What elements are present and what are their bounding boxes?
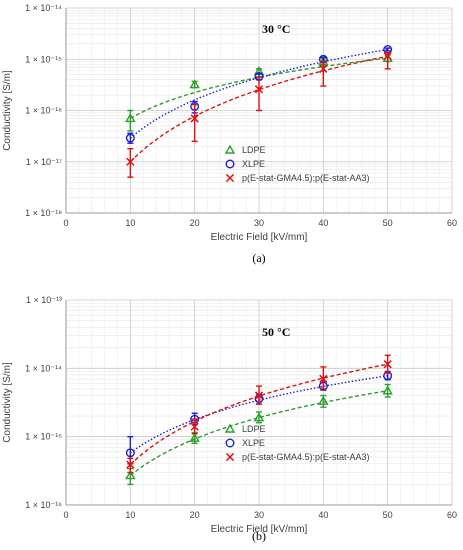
legend-label: p(E-stat-GMA4.5):p(E-stat-AA3) — [242, 452, 370, 462]
data-point-triangle — [253, 412, 265, 422]
x-tick-label: 20 — [190, 218, 200, 228]
x-axis-label: Electric Field [kV/mm] — [211, 524, 308, 535]
legend-marker-x — [225, 452, 235, 462]
data-point-x — [383, 52, 392, 61]
x-tick-label: 30 — [254, 510, 264, 520]
temperature-annotation: 50 °C — [262, 325, 290, 339]
legend-marker-x — [225, 173, 235, 183]
legend-label: LDPE — [242, 145, 266, 155]
x-tick-label: 30 — [254, 218, 264, 228]
data-point-triangle — [125, 470, 136, 480]
x-axis-label: Electric Field [kV/mm] — [211, 232, 308, 243]
legend-label: p(E-stat-GMA4.5):p(E-stat-AA3) — [242, 173, 370, 183]
data-point-circle — [125, 133, 135, 143]
x-tick-label: 50 — [383, 218, 393, 228]
trend-line-x — [129, 363, 388, 466]
data-point-x — [126, 157, 135, 166]
panel-caption: (b) — [252, 529, 266, 543]
trend-line-triangle — [129, 390, 388, 477]
data-point-triangle — [318, 395, 329, 405]
legend-marker-circle — [225, 159, 235, 169]
y-axis-label: Conductivity [S/m] — [2, 70, 13, 151]
legend-label: XLPE — [242, 438, 265, 448]
trend-line-circle — [129, 375, 388, 454]
data-point-triangle — [189, 432, 200, 442]
trend-line-circle — [129, 48, 388, 139]
y-tick-label: 1 × 10⁻¹⁵ — [25, 54, 62, 64]
temperature-annotation: 30 °C — [262, 22, 290, 36]
x-tick-label: 60 — [447, 218, 457, 228]
x-tick-label: 0 — [63, 218, 68, 228]
chart-panel-50c: 1 × 10⁻¹⁶ 1 × 10⁻¹⁵ 1 × 10⁻¹⁴ 1 × 10⁻¹³ 0 10 2… — [2, 295, 457, 543]
x-tick-label: 60 — [447, 510, 457, 520]
y-tick-label: 1 × 10⁻¹³ — [26, 295, 62, 305]
data-point-x — [126, 460, 135, 469]
y-tick-label: 1 × 10⁻¹⁷ — [26, 157, 62, 167]
legend-marker-triangle — [224, 144, 236, 154]
chart-panel-30c: 1 × 10⁻¹⁸ 1 × 10⁻¹⁷ 1 × 10⁻¹⁶ 1 × 10⁻¹⁵ 1 × … — [2, 3, 457, 265]
data-point-triangle — [125, 113, 136, 123]
legend-marker-circle — [225, 438, 235, 448]
legend-label: XLPE — [242, 159, 265, 169]
x-tick-label: 10 — [125, 510, 135, 520]
trend-line-x — [129, 55, 388, 163]
x-tick-label: 40 — [318, 218, 328, 228]
x-tick-label: 20 — [190, 510, 200, 520]
data-point-x — [190, 422, 199, 431]
x-tick-label: 50 — [383, 510, 393, 520]
x-tick-label: 10 — [125, 218, 135, 228]
legend-marker-triangle — [224, 423, 236, 433]
y-tick-label: 1 × 10⁻¹⁶ — [25, 500, 62, 510]
y-tick-label: 1 × 10⁻¹⁴ — [25, 363, 62, 373]
y-tick-label: 1 × 10⁻¹⁵ — [25, 432, 62, 442]
legend-label: LDPE — [242, 424, 266, 434]
data-point-triangle — [382, 385, 393, 395]
panel-caption: (a) — [252, 251, 265, 265]
data-point-x — [190, 114, 199, 123]
x-tick-label: 40 — [318, 510, 328, 520]
x-tick-label: 0 — [63, 510, 68, 520]
data-point-x — [319, 374, 328, 384]
y-tick-label: 1 × 10⁻¹⁶ — [25, 106, 62, 116]
data-point-x — [319, 64, 328, 73]
y-tick-label: 1 × 10⁻¹⁴ — [25, 3, 62, 13]
data-point-x — [383, 360, 392, 369]
data-point-triangle — [189, 79, 200, 89]
data-point-x — [254, 391, 264, 400]
data-point-circle — [125, 448, 135, 458]
trend-line-triangle — [129, 57, 388, 120]
data-point-x — [254, 85, 264, 94]
y-axis-label: Conductivity [S/m] — [2, 362, 13, 443]
y-tick-label: 1 × 10⁻¹⁸ — [25, 208, 62, 218]
